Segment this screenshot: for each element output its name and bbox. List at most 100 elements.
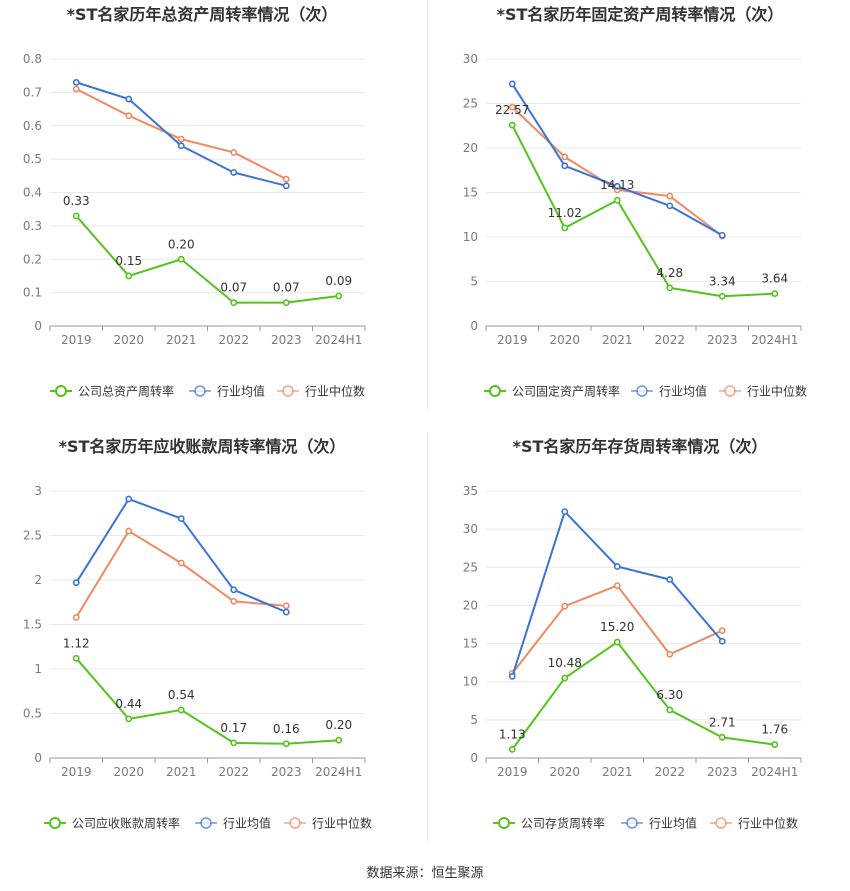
data-point-median [72,85,80,93]
data-label: 10.48 [548,656,582,670]
legend-label: 行业中位数 [747,384,807,399]
series-line-company [75,657,339,745]
series-line-avg [511,510,724,677]
data-point-median [666,650,674,658]
data-point-company [230,739,238,747]
data-point-company [718,292,726,300]
data-point-avg [718,637,726,645]
data-point-avg [282,182,290,190]
y-tick-label: 1.5 [23,618,42,632]
y-tick-label: 30 [463,52,478,66]
x-tick-label: 2024H1 [751,333,798,347]
y-tick-label: 25 [463,560,478,574]
y-tick-label: 0 [470,319,478,333]
data-point-avg [666,202,674,210]
chart-title: *ST名家历年存货周转率情况（次） [513,437,768,456]
data-point-company [666,284,674,292]
y-tick-label: 15 [463,186,478,200]
data-label: 3.34 [709,274,736,288]
x-tick-label: 2023 [707,333,738,347]
data-label: 0.20 [168,237,195,251]
data-point-median [230,597,238,605]
y-tick-label: 25 [463,97,478,111]
legend-swatch-marker [724,385,736,397]
data-point-company [508,745,516,753]
data-point-company [230,299,238,307]
data-label: 0.15 [115,254,142,268]
data-point-median [282,602,290,610]
y-tick-label: 3 [34,484,42,498]
legend-swatch-marker [498,817,510,829]
y-tick-label: 0.8 [23,52,42,66]
data-label: 0.17 [220,721,247,735]
legend-swatch-marker [626,817,638,829]
x-tick-label: 2019 [497,333,528,347]
data-label: 15.20 [600,620,634,634]
data-point-avg [230,586,238,594]
x-tick-label: 2019 [61,333,92,347]
series-line-median [75,530,287,618]
data-point-avg [613,182,621,190]
data-point-median [666,192,674,200]
x-tick-label: 2022 [218,333,249,347]
data-point-company [125,715,133,723]
legend-label: 公司应收账款周转率 [72,816,180,831]
y-tick-label: 0 [470,751,478,765]
legend-swatch-marker [289,817,301,829]
data-point-median [282,175,290,183]
data-point-avg [125,495,133,503]
data-point-avg [666,576,674,583]
data-label: 1.12 [63,636,90,650]
data-point-median [125,527,133,535]
legend-swatch-marker [282,385,294,397]
legend-label: 行业均值 [659,384,707,399]
data-point-avg [613,563,621,570]
data-point-company [771,741,779,748]
y-tick-label: 5 [470,275,478,289]
x-tick-label: 2021 [166,333,197,347]
y-tick-label: 0 [34,319,42,333]
x-tick-label: 2020 [549,333,580,347]
y-tick-label: 15 [463,637,478,651]
data-point-median [125,112,133,120]
legend-swatch-marker [636,385,648,397]
data-point-median [230,149,238,156]
series-line-company [511,124,775,298]
data-label: 0.07 [220,281,247,295]
data-point-avg [508,80,516,88]
data-point-avg [718,231,726,239]
data-point-avg [561,162,569,170]
data-point-median [718,627,726,635]
chart-title: *ST名家历年总资产周转率情况（次） [67,5,338,24]
data-label: 0.07 [273,281,300,295]
data-point-avg [177,515,185,522]
data-label: 0.44 [115,697,142,711]
data-point-median [561,153,569,161]
x-tick-label: 2021 [602,333,633,347]
x-tick-label: 2020 [113,765,144,779]
data-point-company [508,121,516,129]
x-tick-label: 2024H1 [315,765,362,779]
data-point-avg [508,672,516,680]
legend-label: 行业均值 [223,816,271,831]
series-line-median [75,88,287,181]
data-label: 6.30 [656,688,683,702]
legend-swatch-marker [200,817,212,829]
y-tick-label: 5 [470,713,478,727]
x-tick-label: 2019 [497,765,528,779]
y-tick-label: 0.6 [23,119,42,133]
x-tick-label: 2024H1 [315,333,362,347]
legend-label: 行业中位数 [312,816,372,831]
data-point-median [177,559,185,567]
data-point-company [771,290,779,298]
data-label: 4.28 [656,266,683,280]
y-tick-label: 0.3 [23,219,42,233]
y-tick-label: 1 [34,662,42,676]
legend-label: 行业中位数 [738,816,798,831]
series-line-avg [75,81,287,187]
legend-swatch-marker [49,817,61,829]
x-tick-label: 2021 [166,765,197,779]
data-point-avg [125,95,133,103]
series-line-company [75,215,339,304]
